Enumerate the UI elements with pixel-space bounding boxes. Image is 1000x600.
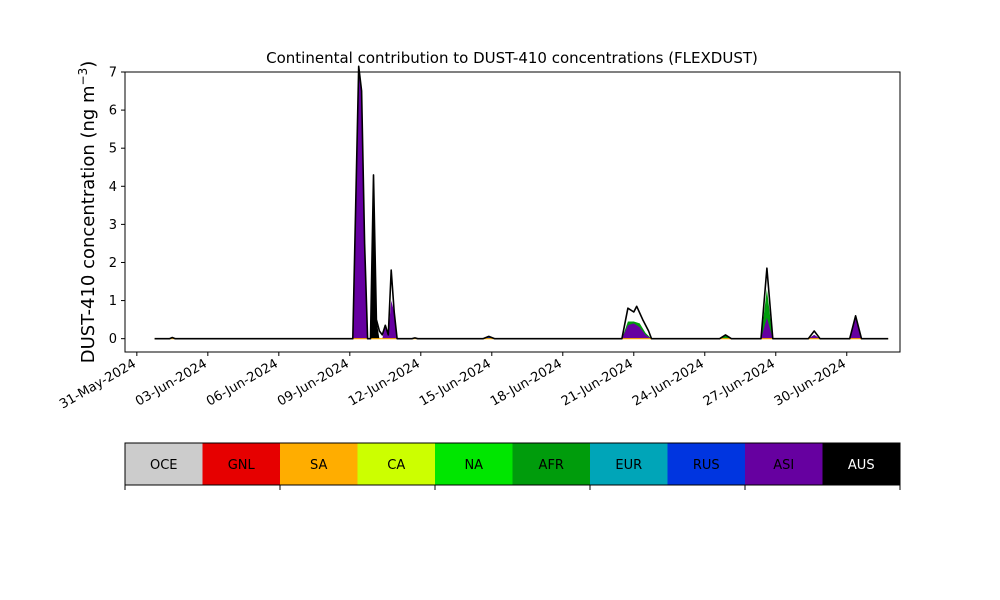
legend-frame [124,442,901,486]
y-tick-label: 7 [109,66,117,81]
legend-label-oce: OCE [150,458,178,473]
x-tick-label: 27-Jun-2024 [701,356,778,409]
legend-label-ca: CA [387,458,405,473]
legend-swatch-eur [590,443,668,485]
y-tick-label: 2 [109,256,117,271]
y-axis-label-superscript: −3 [76,68,90,86]
x-tick-label: 15-Jun-2024 [417,356,494,409]
y-tick-label: 3 [109,218,117,233]
total-line [154,65,889,340]
legend-label-afr: AFR [539,458,564,473]
x-axis: 31-May-202403-Jun-202406-Jun-202409-Jun-… [57,352,849,412]
legend-swatch-na [435,443,513,485]
x-tick-label: 31-May-2024 [57,356,139,412]
y-axis-label: DUST-410 concentration (ng m−3) [76,61,99,364]
x-tick-label: 06-Jun-2024 [204,356,281,409]
x-tick-label: 21-Jun-2024 [559,356,636,409]
chart-title: Continental contribution to DUST-410 con… [266,49,758,67]
series-area-asi [352,66,862,339]
legend-label-rus: RUS [693,458,720,473]
legend-swatch-afr [512,443,590,485]
x-tick-label: 03-Jun-2024 [133,356,210,409]
x-tick-label: 18-Jun-2024 [488,356,565,409]
legend-label-eur: EUR [615,458,642,473]
y-axis-label-close: ) [78,61,99,68]
legend-label-na: NA [464,458,483,473]
legend-swatch-oce [125,443,203,485]
y-axis-label-main: DUST-410 concentration (ng m [78,85,99,363]
plot-frame [124,71,901,353]
legend: OCE GNL SA CA NA AFR EUR RUS ASI AUS [124,442,901,490]
plot-area [154,65,889,340]
x-tick-label: 09-Jun-2024 [275,356,352,409]
legend-swatch-sa [280,443,358,485]
legend-label-sa: SA [310,458,327,473]
y-tick-label: 0 [109,332,117,347]
series-area-afr [621,289,821,339]
legend-swatch-ca [357,443,435,485]
x-tick-label: 30-Jun-2024 [772,356,849,409]
legend-swatch-aus [822,443,900,485]
y-axis: 0 1 2 3 4 5 6 7 [109,66,125,347]
legend-swatch-asi [745,443,823,485]
y-tick-label: 1 [109,294,117,309]
legend-swatch-rus [667,443,745,485]
legend-label-aus: AUS [848,458,875,473]
y-tick-label: 6 [109,104,117,119]
x-tick-label: 12-Jun-2024 [346,356,423,409]
legend-label-asi: ASI [773,458,794,473]
legend-swatch-gnl [202,443,280,485]
legend-label-gnl: GNL [228,458,256,473]
y-tick-label: 4 [109,180,117,195]
x-tick-label: 24-Jun-2024 [630,356,707,409]
y-tick-label: 5 [109,142,117,157]
